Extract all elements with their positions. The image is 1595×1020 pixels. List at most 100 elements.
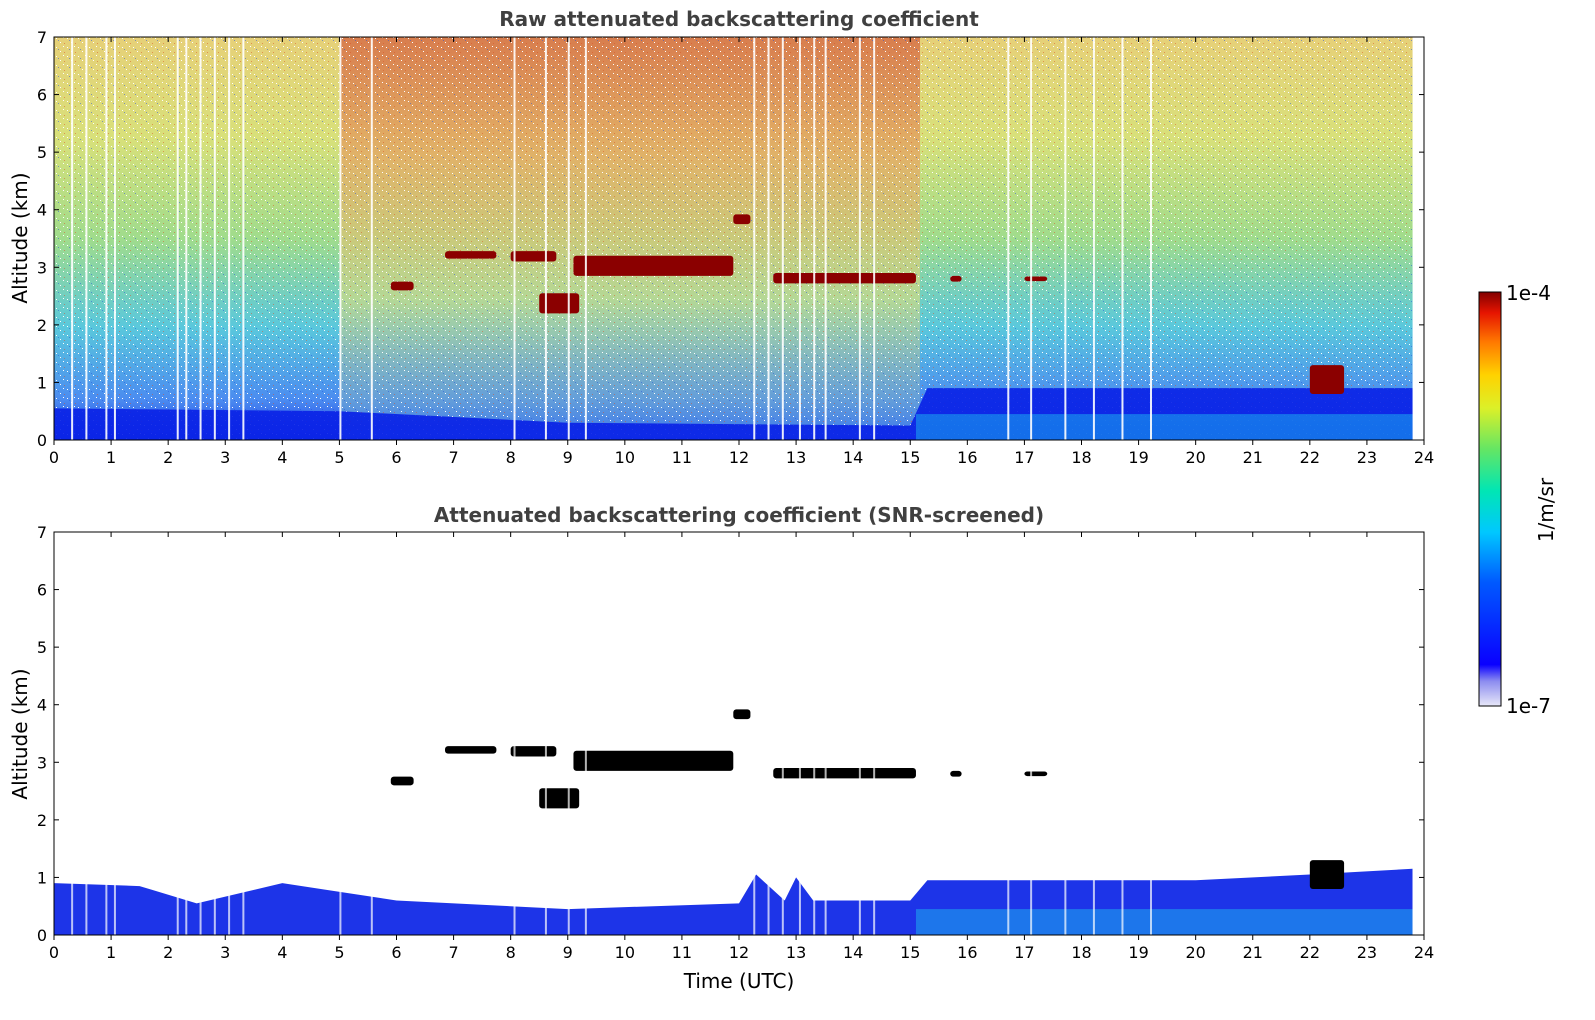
missing-data-column [1030,532,1032,935]
missing-data-column [85,37,87,440]
colorbar [1479,292,1501,706]
missing-data-column [768,37,770,440]
no-data-region [1413,532,1424,935]
cloud-layer [773,273,916,283]
y-tick-label: 0 [37,926,47,945]
x-tick-label: 0 [49,943,59,962]
missing-data-column [1093,37,1095,440]
missing-data-column [1030,37,1032,440]
missing-data-column [185,532,187,935]
missing-data-column [114,532,116,935]
cloud-layer [391,282,414,291]
y-tick-label: 6 [37,581,47,600]
missing-data-column [105,37,107,440]
x-axis-label: Time (UTC) [683,969,795,993]
missing-data-column [514,532,516,935]
missing-data-column [1150,37,1152,440]
missing-data-column [85,532,87,935]
missing-data-column [514,37,516,440]
colorbar-min-label: 1e-7 [1506,694,1551,718]
x-tick-label: 8 [506,943,516,962]
missing-data-column [859,532,861,935]
y-tick-label: 6 [37,86,47,105]
x-tick-label: 3 [220,943,230,962]
x-tick-label: 5 [334,448,344,467]
missing-data-column [813,37,815,440]
x-tick-label: 5 [334,943,344,962]
x-tick-label: 21 [1243,943,1263,962]
missing-data-column [585,532,587,935]
x-tick-label: 1 [106,448,116,467]
missing-data-column [1121,37,1123,440]
x-tick-label: 2 [163,943,173,962]
missing-data-column [545,532,547,935]
y-tick-label: 2 [37,811,47,830]
bottom-panel-background [54,532,1424,935]
x-tick-label: 20 [1185,943,1205,962]
cloud-layer [733,709,750,719]
x-tick-label: 17 [1014,943,1034,962]
x-tick-label: 0 [49,448,59,467]
missing-data-column [1121,532,1123,935]
x-tick-label: 10 [615,448,635,467]
y-tick-label: 5 [37,638,47,657]
cloud-layer [445,251,496,258]
y-tick-label: 7 [37,523,47,542]
x-tick-label: 16 [957,943,977,962]
x-tick-label: 9 [563,943,573,962]
x-tick-label: 18 [1071,448,1091,467]
bottom-panel-data [54,532,1424,935]
x-tick-label: 1 [106,943,116,962]
cloud-layer [1024,771,1047,776]
missing-data-column [873,37,875,440]
missing-data-column [177,532,179,935]
missing-data-column [371,532,373,935]
x-tick-label: 9 [563,448,573,467]
cloud-layer [733,214,750,224]
x-tick-label: 13 [786,448,806,467]
missing-data-column [813,532,815,935]
top-panel-speckle [54,37,1413,440]
missing-data-column [753,532,755,935]
top-y-axis-label: Altitude (km) [8,172,32,303]
missing-data-column [799,532,801,935]
missing-data-column [371,37,373,440]
top-panel-data [54,37,1424,440]
missing-data-column [200,532,202,935]
x-tick-label: 17 [1014,448,1034,467]
x-tick-label: 10 [615,943,635,962]
y-tick-label: 0 [37,431,47,450]
missing-data-column [185,37,187,440]
missing-data-column [859,37,861,440]
x-tick-label: 7 [448,448,458,467]
x-tick-label: 22 [1300,448,1320,467]
colorbar-max-label: 1e-4 [1506,281,1551,305]
x-tick-label: 2 [163,448,173,467]
cloud-layer [950,276,961,282]
x-tick-label: 23 [1357,448,1377,467]
cloud-layer [445,746,496,753]
missing-data-column [782,37,784,440]
near-surface-band [916,414,1413,440]
missing-data-column [568,532,570,935]
x-tick-label: 24 [1414,448,1434,467]
missing-data-column [339,532,341,935]
missing-data-column [242,37,244,440]
x-tick-label: 7 [448,943,458,962]
missing-data-column [228,532,230,935]
cloud-layer [1310,860,1344,889]
missing-data-column [873,532,875,935]
missing-data-column [568,37,570,440]
missing-data-column [782,532,784,935]
x-tick-label: 12 [729,448,749,467]
x-tick-label: 4 [277,448,287,467]
x-tick-label: 15 [900,943,920,962]
y-tick-label: 3 [37,753,47,772]
x-tick-label: 19 [1128,448,1148,467]
x-tick-label: 14 [843,943,863,962]
missing-data-column [1064,532,1066,935]
missing-data-column [1007,37,1009,440]
missing-data-column [799,37,801,440]
x-tick-label: 3 [220,448,230,467]
y-tick-label: 1 [37,373,47,392]
